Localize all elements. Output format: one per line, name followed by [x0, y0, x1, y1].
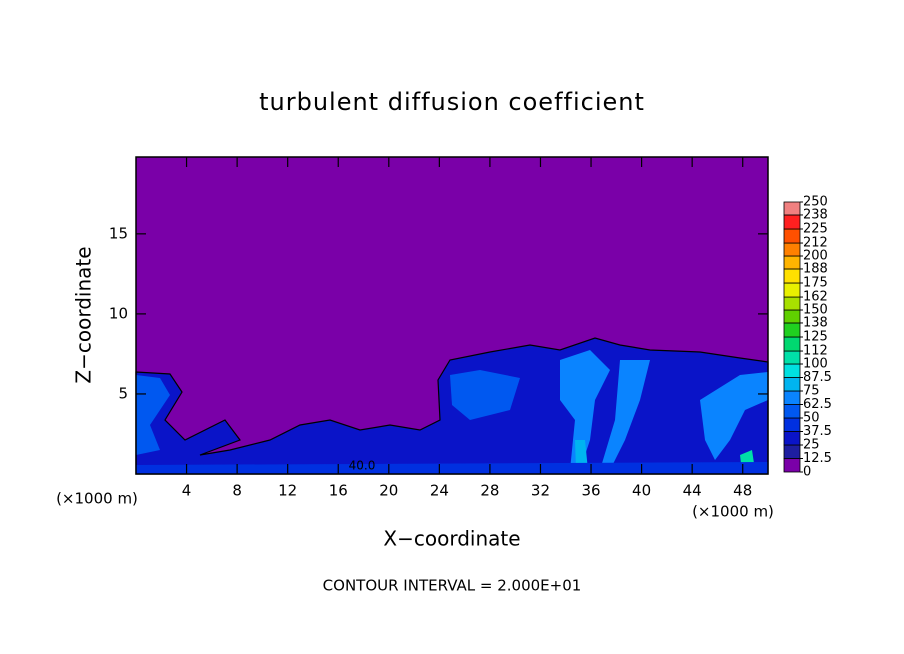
field-region — [560, 350, 610, 470]
colorbar-label: 225 — [803, 222, 828, 237]
y-tick-label: 5 — [118, 384, 128, 402]
colorbar-swatch — [783, 309, 801, 324]
colorbar-label: 0 — [803, 465, 811, 480]
colorbar-label: 238 — [803, 207, 828, 222]
contour-label: 40.0 — [349, 459, 376, 473]
x-tick-label: 44 — [683, 482, 702, 500]
y-tick-label: 15 — [109, 224, 128, 242]
x-tick-label: 40 — [632, 482, 651, 500]
x-tick-label: 12 — [278, 482, 297, 500]
x-tick-label: 16 — [329, 482, 348, 500]
x-axis-title: X−coordinate — [383, 527, 520, 551]
colorbar-label: 100 — [803, 357, 828, 372]
colorbar-label: 50 — [803, 411, 820, 426]
colorbar-swatch — [783, 214, 801, 230]
colorbar-swatch — [783, 296, 801, 311]
colorbar-label: 188 — [803, 261, 828, 276]
field-region — [600, 360, 650, 470]
field — [135, 157, 769, 475]
x-tick-label: 36 — [581, 482, 600, 500]
chart-title: turbulent diffusion coefficient — [259, 88, 645, 116]
x-tick-label: 32 — [531, 482, 550, 500]
colorbar-swatch — [783, 255, 801, 270]
colorbar-swatch — [783, 431, 801, 446]
colorbar-swatch — [783, 242, 801, 257]
field-region — [136, 375, 170, 455]
colorbar-label: 62.5 — [803, 397, 832, 412]
x-unit-label: (×1000 m) — [692, 503, 774, 521]
colorbar-label: 125 — [803, 330, 828, 345]
x-tick-label: 20 — [379, 482, 398, 500]
x-tick-label: 28 — [480, 482, 499, 500]
colorbar-swatch — [783, 228, 801, 244]
colorbar-swatch — [783, 390, 801, 405]
colorbar-label: 112 — [803, 344, 828, 359]
x-tick-label: 8 — [232, 482, 242, 500]
colorbar-swatch — [783, 363, 801, 378]
y-tick-label: 10 — [109, 304, 128, 322]
colorbar-label: 75 — [803, 384, 820, 399]
colorbar-swatch — [783, 444, 801, 459]
colorbar-swatch — [783, 404, 801, 419]
colorbar-label: 37.5 — [803, 424, 832, 439]
colorbar-label: 250 — [803, 195, 828, 210]
colorbar-swatch — [783, 377, 801, 392]
y-axis-title: Z−coordinate — [72, 246, 96, 383]
field-region — [450, 370, 520, 420]
colorbar-swatch — [783, 201, 801, 216]
colorbar-label: 200 — [803, 249, 828, 264]
colorbar-label: 175 — [803, 276, 828, 291]
x-tick-label: 4 — [182, 482, 192, 500]
field-region — [575, 440, 588, 470]
colorbar-label: 25 — [803, 438, 820, 453]
field-region — [700, 372, 768, 460]
colorbar-label: 212 — [803, 236, 828, 251]
field-region — [136, 462, 768, 474]
colorbar-swatch — [783, 350, 801, 365]
colorbar-swatch — [783, 458, 801, 473]
colorbar-label: 138 — [803, 315, 828, 330]
colorbar-label: 162 — [803, 290, 828, 305]
plot-frame — [135, 156, 769, 475]
colorbar-swatch — [783, 322, 801, 338]
colorbar-swatch — [783, 417, 801, 432]
x-unit-label: (×1000 m) — [56, 490, 138, 508]
colorbar-swatch — [783, 268, 801, 284]
colorbar-swatch — [783, 282, 801, 298]
colorbar-label: 87.5 — [803, 370, 832, 385]
x-tick-label: 24 — [430, 482, 449, 500]
colorbar-label: 150 — [803, 303, 828, 318]
colorbar-label: 12.5 — [803, 451, 832, 466]
annotation: CONTOUR INTERVAL = 2.000E+01 — [323, 577, 582, 595]
colorbar-swatch — [783, 336, 801, 352]
x-tick-label: 48 — [733, 482, 752, 500]
